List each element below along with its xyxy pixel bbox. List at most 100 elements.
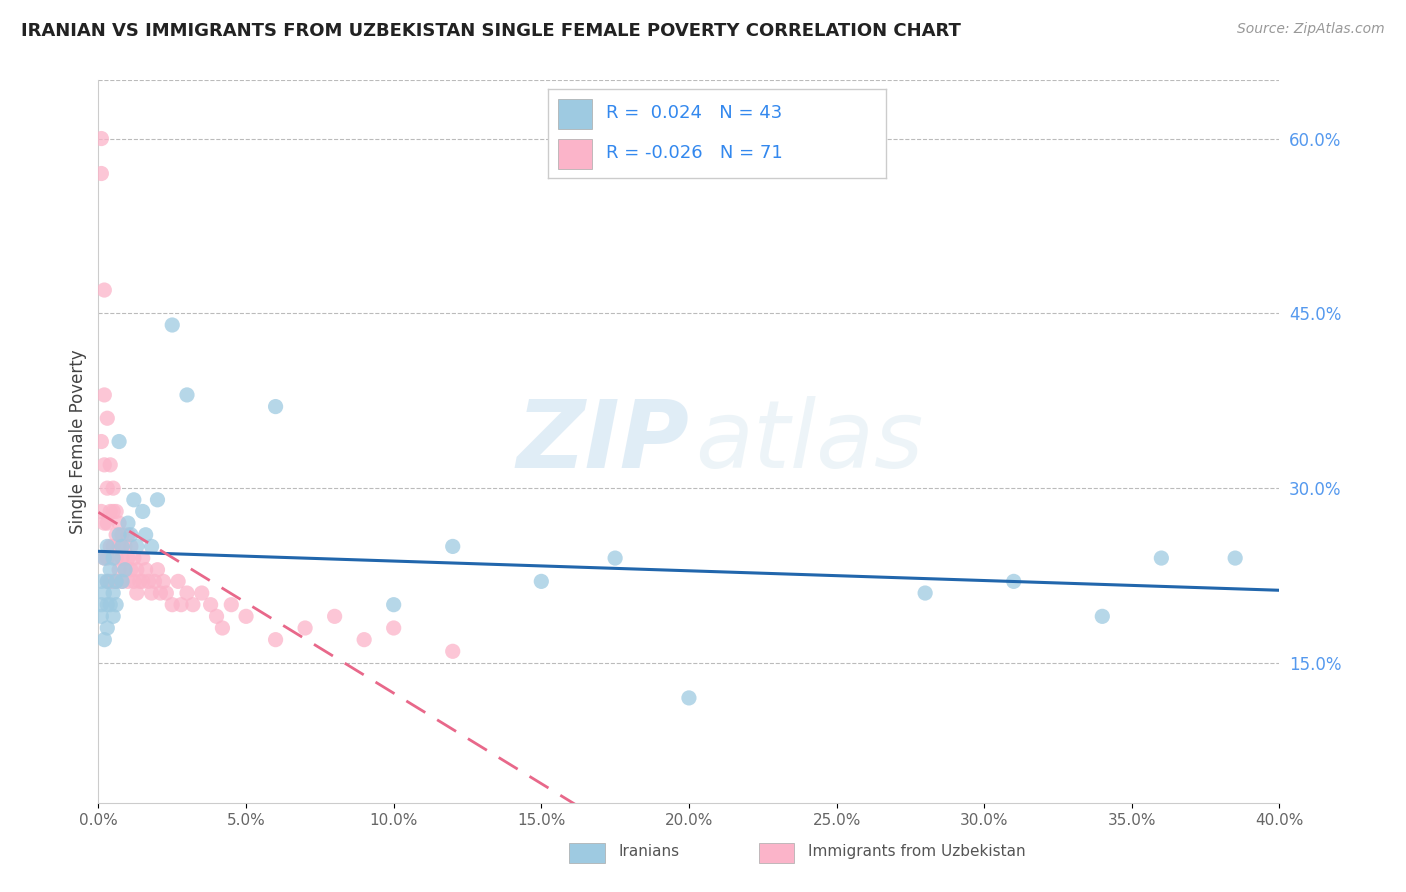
Point	[103, 551, 125, 566]
Point	[382, 621, 405, 635]
Point	[93, 516, 115, 530]
Point	[105, 528, 128, 542]
Point	[117, 551, 139, 566]
Point	[264, 400, 287, 414]
Point	[120, 563, 142, 577]
Point	[441, 540, 464, 554]
Point	[1225, 551, 1247, 566]
Point	[93, 586, 115, 600]
Point	[146, 563, 169, 577]
Point	[98, 504, 121, 518]
Point	[90, 131, 112, 145]
Point	[103, 540, 125, 554]
Point	[114, 563, 136, 577]
Point	[152, 574, 174, 589]
Point	[135, 528, 157, 542]
Point	[167, 574, 190, 589]
Text: IRANIAN VS IMMIGRANTS FROM UZBEKISTAN SINGLE FEMALE POVERTY CORRELATION CHART: IRANIAN VS IMMIGRANTS FROM UZBEKISTAN SI…	[21, 22, 960, 40]
Point	[96, 411, 118, 425]
Point	[135, 563, 157, 577]
Point	[181, 598, 204, 612]
Point	[170, 598, 193, 612]
Point	[108, 563, 131, 577]
Point	[191, 586, 214, 600]
Point	[122, 551, 145, 566]
Point	[122, 492, 145, 507]
Point	[96, 481, 118, 495]
Point	[93, 388, 115, 402]
Point	[132, 551, 155, 566]
Point	[205, 609, 228, 624]
Point	[155, 586, 177, 600]
Point	[176, 388, 198, 402]
Point	[149, 586, 172, 600]
Point	[221, 598, 243, 612]
Point	[141, 540, 163, 554]
Point	[90, 504, 112, 518]
Text: Source: ZipAtlas.com: Source: ZipAtlas.com	[1237, 22, 1385, 37]
Point	[1150, 551, 1173, 566]
Point	[1091, 609, 1114, 624]
Point	[117, 574, 139, 589]
Point	[90, 574, 112, 589]
Point	[98, 458, 121, 472]
Point	[114, 540, 136, 554]
Point	[103, 574, 125, 589]
Point	[146, 492, 169, 507]
Point	[323, 609, 346, 624]
Point	[138, 574, 160, 589]
Point	[108, 516, 131, 530]
Point	[264, 632, 287, 647]
Point	[90, 167, 112, 181]
Point	[441, 644, 464, 658]
Point	[108, 528, 131, 542]
Point	[103, 504, 125, 518]
Point	[1002, 574, 1025, 589]
Point	[117, 516, 139, 530]
Point	[105, 551, 128, 566]
Point	[98, 574, 121, 589]
Point	[96, 621, 118, 635]
Point	[114, 563, 136, 577]
Point	[353, 632, 375, 647]
Point	[200, 598, 222, 612]
Point	[108, 540, 131, 554]
Point	[96, 551, 118, 566]
Point	[117, 528, 139, 542]
Point	[96, 540, 118, 554]
Point	[120, 528, 142, 542]
Point	[93, 458, 115, 472]
FancyBboxPatch shape	[558, 99, 592, 129]
Y-axis label: Single Female Poverty: Single Female Poverty	[69, 350, 87, 533]
Point	[125, 586, 148, 600]
Point	[678, 690, 700, 705]
Point	[235, 609, 257, 624]
Point	[103, 609, 125, 624]
Point	[125, 563, 148, 577]
Point	[90, 434, 112, 449]
Point	[605, 551, 627, 566]
Point	[162, 598, 183, 612]
Point	[105, 574, 128, 589]
Point	[96, 598, 118, 612]
Point	[530, 574, 553, 589]
FancyBboxPatch shape	[558, 139, 592, 169]
Point	[111, 528, 134, 542]
Point	[122, 574, 145, 589]
Text: ZIP: ZIP	[516, 395, 689, 488]
Point	[111, 574, 134, 589]
Point	[93, 551, 115, 566]
Point	[143, 574, 166, 589]
Point	[132, 574, 155, 589]
Point	[103, 586, 125, 600]
Point	[176, 586, 198, 600]
Point	[93, 551, 115, 566]
Point	[98, 563, 121, 577]
Point	[103, 481, 125, 495]
Point	[111, 540, 134, 554]
Point	[111, 574, 134, 589]
Point	[382, 598, 405, 612]
Point	[98, 540, 121, 554]
Point	[93, 632, 115, 647]
Point	[211, 621, 233, 635]
